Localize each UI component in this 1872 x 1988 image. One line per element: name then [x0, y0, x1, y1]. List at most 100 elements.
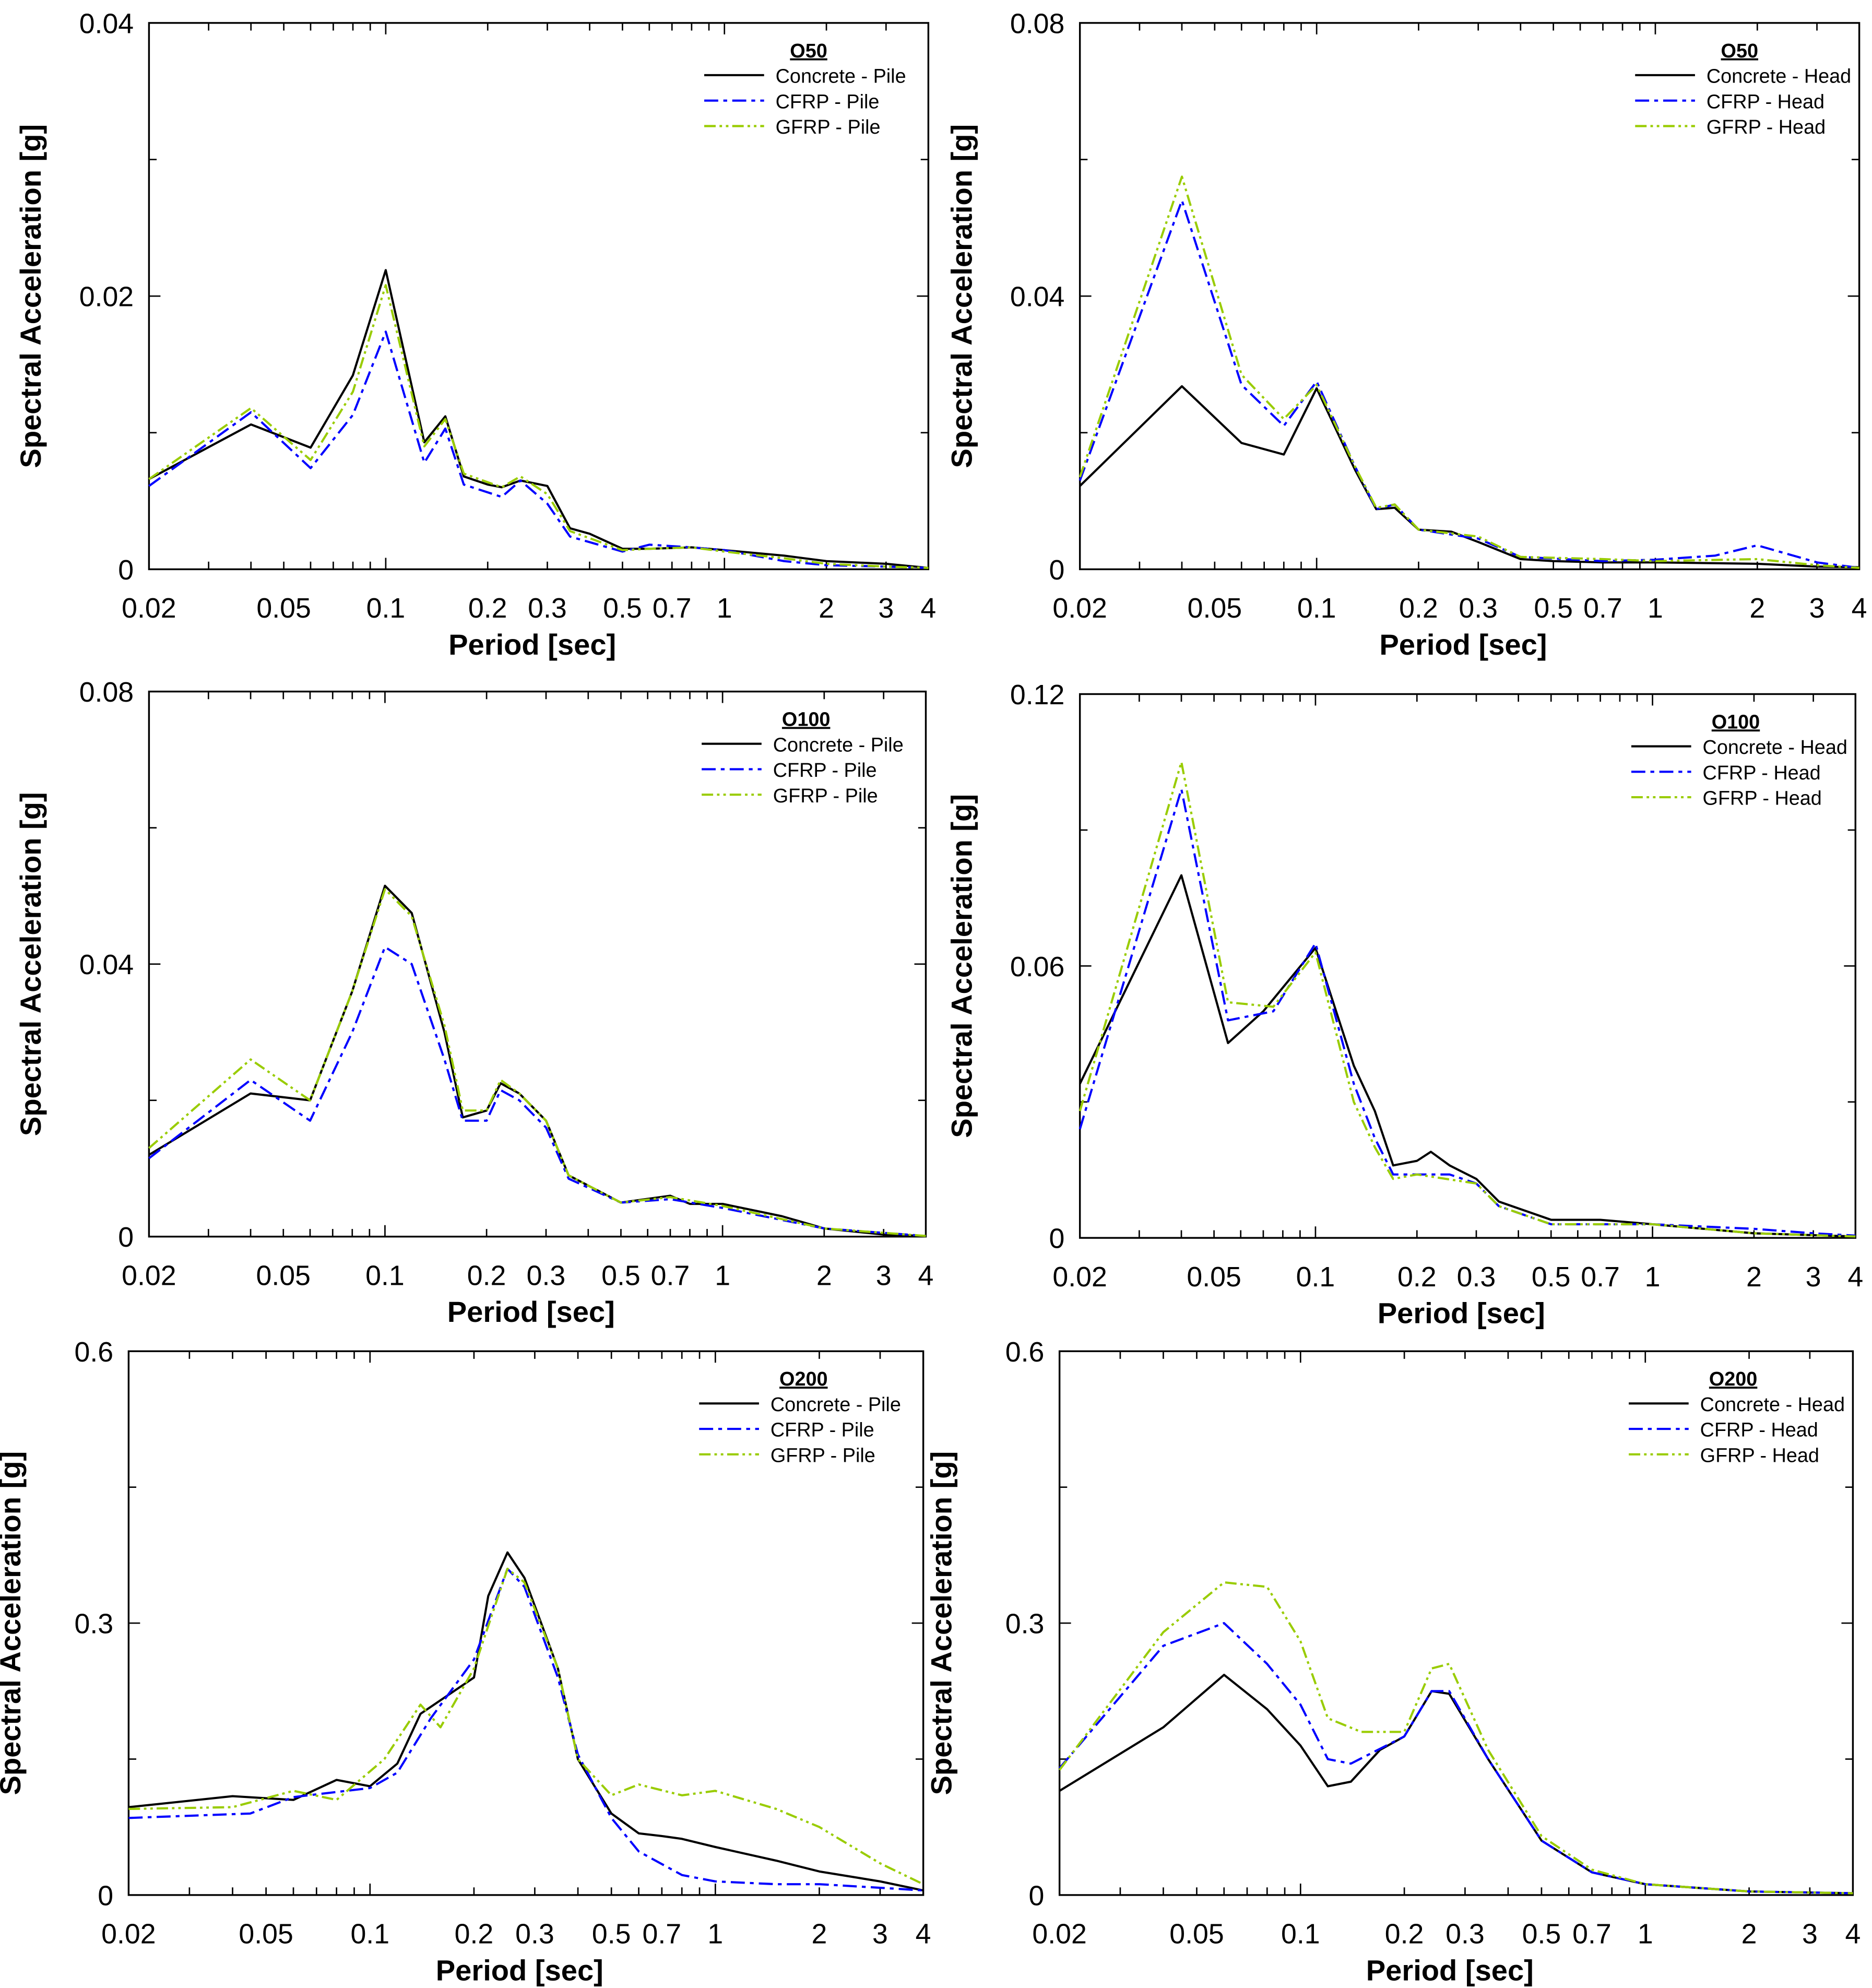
- x-tick-label: 0.02: [122, 1260, 176, 1291]
- x-tick-label: 3: [1802, 1919, 1818, 1950]
- legend-label: GFRP - Pile: [771, 1445, 875, 1466]
- y-axis-label: Spectral Acceleration [g]: [945, 794, 978, 1138]
- series-line-concrete: [148, 269, 929, 569]
- y-tick-label: 0.02: [79, 281, 134, 313]
- series-line-concrete: [128, 1551, 924, 1892]
- x-tick-label: 1: [715, 1260, 730, 1291]
- legend-title: O100: [782, 708, 830, 730]
- x-tick-label: 0.5: [1534, 593, 1573, 624]
- x-axis-label: Period [sec]: [1366, 1954, 1534, 1986]
- legend-title: O50: [790, 40, 827, 62]
- x-tick-label: 4: [1845, 1919, 1861, 1950]
- x-tick-label: 0.05: [1187, 1261, 1241, 1293]
- x-tick-label: 0.3: [1457, 1261, 1496, 1293]
- x-tick-label: 2: [816, 1260, 832, 1291]
- x-tick-label: 0.7: [653, 593, 692, 624]
- legend-label: GFRP - Head: [1703, 788, 1822, 810]
- x-tick-label: 0.2: [455, 1919, 494, 1950]
- x-tick-label: 0.02: [1052, 1261, 1107, 1293]
- chart-4: 0.02 0.05 0.1 0.2 0.3 0.5 0.7 1 2 3 4 0 0.06 0.12 Peri…: [945, 679, 1863, 1330]
- y-tick-label: 0: [118, 1222, 134, 1253]
- y-tick-label: 0.3: [1005, 1608, 1045, 1640]
- legend: O100 Concrete - Pile CFRP - Pile GFRP - Pil…: [702, 708, 904, 807]
- x-tick-label: 0.05: [239, 1919, 293, 1950]
- x-tick-label: 0.1: [366, 593, 406, 624]
- series-line-cfrp: [148, 330, 929, 569]
- series-line-gfrp: [148, 888, 926, 1237]
- legend-label: CFRP - Head: [1703, 762, 1821, 784]
- series-line-gfrp: [1079, 175, 1859, 569]
- legend-label: Concrete - Head: [1707, 66, 1851, 88]
- x-tick-label: 0.7: [651, 1260, 690, 1291]
- x-tick-label: 0.02: [122, 593, 176, 624]
- x-tick-label: 4: [916, 1919, 931, 1950]
- y-tick-label: 0.08: [79, 677, 134, 708]
- x-tick-label: 0.2: [468, 593, 507, 624]
- y-tick-label: 0: [118, 554, 134, 586]
- x-tick-label: 0.5: [603, 593, 642, 624]
- legend-label: Concrete - Head: [1700, 1394, 1845, 1416]
- legend-label: Concrete - Pile: [773, 734, 904, 756]
- legend-title: O200: [1709, 1368, 1757, 1390]
- legend-label: CFRP - Head: [1707, 91, 1824, 113]
- y-tick-label: 0.06: [1010, 951, 1064, 983]
- x-tick-label: 2: [812, 1919, 827, 1950]
- x-tick-label: 0.3: [528, 593, 567, 624]
- y-tick-label: 0: [98, 1880, 113, 1911]
- chart-5: 0.02 0.05 0.1 0.2 0.3 0.5 0.7 1 2 3 4 0 0.3 0.6 Period…: [0, 1336, 931, 1987]
- chart-6: 0.02 0.05 0.1 0.2 0.3 0.5 0.7 1 2 3 4 0 0.3 0.6 Period…: [925, 1336, 1861, 1987]
- legend: O200 Concrete - Pile CFRP - Pile GFRP - Pil…: [699, 1368, 901, 1466]
- series-line-concrete: [1079, 874, 1856, 1238]
- x-tick-label: 2: [1746, 1261, 1762, 1293]
- x-tick-label: 3: [1806, 1261, 1821, 1293]
- x-axis-label: Period [sec]: [448, 628, 616, 661]
- y-tick-label: 0.6: [1005, 1336, 1045, 1368]
- legend-label: GFRP - Pile: [773, 785, 878, 807]
- y-axis-label: Spectral Acceleration [g]: [945, 124, 978, 468]
- x-tick-label: 0.3: [1459, 593, 1498, 624]
- y-tick-label: 0: [1029, 1880, 1045, 1911]
- x-tick-label: 1: [707, 1919, 723, 1950]
- y-axis-label: Spectral Acceleration [g]: [0, 1451, 27, 1795]
- series-line-concrete: [1059, 1674, 1853, 1895]
- x-tick-label: 0.1: [365, 1260, 405, 1291]
- x-tick-label: 1: [1638, 1919, 1653, 1950]
- x-tick-label: 0.05: [1188, 593, 1242, 624]
- x-tick-label: 1: [1648, 593, 1663, 624]
- legend-title: O50: [1721, 40, 1758, 62]
- x-axis-label: Period [sec]: [1378, 1297, 1545, 1330]
- legend-label: GFRP - Head: [1707, 116, 1826, 138]
- x-tick-label: 0.3: [515, 1919, 554, 1950]
- x-tick-label: 0.5: [1522, 1919, 1561, 1950]
- x-tick-label: 0.1: [350, 1919, 389, 1950]
- legend-label: Concrete - Pile: [771, 1394, 901, 1416]
- x-tick-label: 0.7: [1583, 593, 1622, 624]
- legend-title: O100: [1712, 711, 1760, 733]
- x-tick-label: 0.5: [1532, 1261, 1571, 1293]
- series-line-cfrp: [1079, 199, 1859, 569]
- legend-label: CFRP - Pile: [773, 760, 877, 782]
- x-axis-label: Period [sec]: [447, 1295, 615, 1328]
- series-line-concrete: [1079, 385, 1859, 569]
- x-tick-label: 0.05: [256, 593, 311, 624]
- series-line-gfrp: [148, 284, 929, 569]
- x-tick-label: 0.2: [1385, 1919, 1424, 1950]
- y-axis-label: Spectral Acceleration [g]: [14, 792, 47, 1136]
- legend: O50 Concrete - Pile CFRP - Pile GFRP - Pile: [704, 40, 906, 138]
- legend-label: CFRP - Pile: [771, 1419, 874, 1441]
- x-tick-label: 2: [1741, 1919, 1757, 1950]
- y-tick-label: 0.04: [79, 8, 134, 39]
- y-tick-label: 0: [1049, 554, 1065, 586]
- legend-title: O200: [779, 1368, 827, 1390]
- series-line-concrete: [148, 884, 926, 1237]
- x-tick-label: 0.3: [1446, 1919, 1485, 1950]
- x-tick-label: 2: [1749, 593, 1765, 624]
- x-tick-label: 0.02: [1052, 593, 1107, 624]
- y-axis-label: Spectral Acceleration [g]: [14, 124, 47, 468]
- x-tick-label: 3: [878, 593, 894, 624]
- x-tick-label: 4: [918, 1260, 934, 1291]
- x-tick-label: 0.5: [592, 1919, 631, 1950]
- x-tick-label: 3: [876, 1260, 892, 1291]
- x-axis-label: Period [sec]: [1379, 628, 1547, 661]
